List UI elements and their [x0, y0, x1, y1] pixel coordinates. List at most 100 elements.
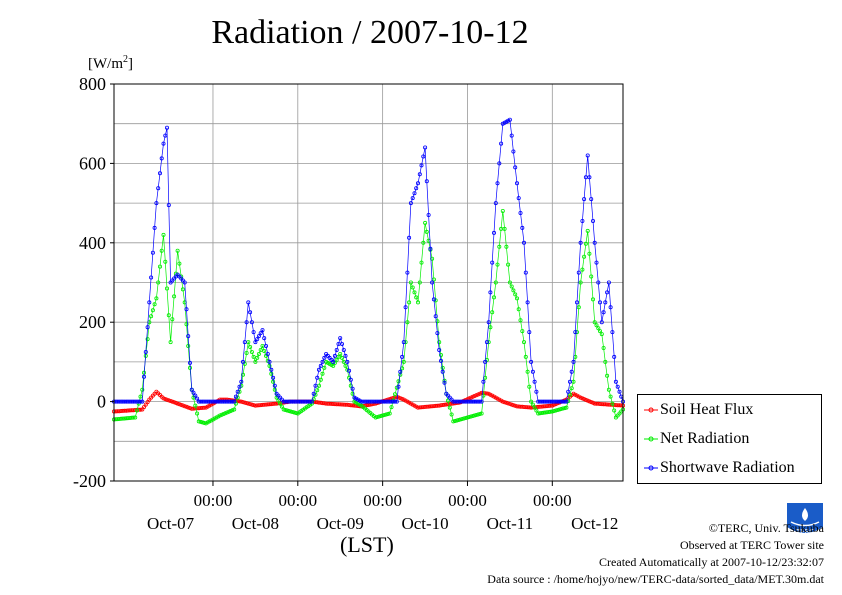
data-point	[131, 408, 136, 413]
data-point	[477, 411, 482, 416]
data-point	[437, 340, 442, 345]
data-point	[239, 379, 244, 384]
data-point	[511, 149, 516, 154]
legend-item-net-radiation: Net Radiation	[638, 428, 821, 450]
data-point	[423, 220, 428, 225]
x-axis-unit: (LST)	[340, 532, 394, 557]
data-point	[196, 419, 201, 424]
legend-item-shortwave-radiation: Shortwave Radiation	[638, 457, 821, 479]
data-point	[596, 326, 601, 331]
data-point	[384, 412, 389, 417]
legend-marker-soil-heat-flux	[644, 407, 658, 413]
data-point	[435, 319, 440, 324]
data-point	[387, 411, 392, 416]
data-point	[507, 401, 512, 406]
data-point	[509, 133, 514, 138]
data-point	[456, 417, 461, 422]
y-axis-unit: [W/m2]	[88, 54, 133, 73]
data-point	[343, 363, 348, 368]
data-point	[157, 264, 162, 269]
data-point	[225, 410, 230, 415]
data-point	[375, 414, 380, 419]
data-point	[493, 280, 498, 285]
data-point	[120, 416, 125, 421]
data-point	[180, 287, 185, 292]
data-point	[182, 280, 187, 285]
data-point	[263, 343, 268, 348]
data-point	[408, 280, 413, 285]
series-layer	[112, 117, 626, 426]
legend-label-soil-heat-flux: Soil Heat Flux	[660, 401, 754, 418]
data-point	[394, 399, 399, 404]
data-point	[398, 369, 403, 374]
data-point	[343, 353, 348, 358]
data-point	[267, 359, 272, 364]
data-point	[322, 355, 327, 360]
data-point	[603, 300, 608, 305]
data-point	[421, 154, 426, 159]
data-point	[369, 402, 374, 407]
data-point	[161, 141, 166, 146]
data-point	[582, 254, 587, 259]
data-point	[373, 415, 378, 420]
data-point	[488, 290, 493, 295]
data-point	[318, 377, 323, 382]
data-point	[396, 395, 401, 400]
data-point	[415, 300, 420, 305]
data-point	[311, 391, 316, 396]
data-point	[244, 320, 249, 325]
data-point	[523, 354, 528, 359]
data-point	[401, 359, 406, 364]
data-point	[262, 336, 267, 341]
data-point	[407, 235, 412, 240]
y-tick-label: 600	[79, 153, 106, 173]
data-point	[502, 226, 507, 231]
data-point	[290, 409, 295, 414]
data-point	[200, 420, 205, 425]
data-point	[145, 337, 150, 342]
data-point	[488, 325, 493, 330]
data-point	[164, 286, 169, 291]
data-point	[248, 402, 253, 407]
data-point	[279, 404, 284, 409]
data-point	[272, 401, 277, 406]
data-point	[131, 415, 136, 420]
data-point	[615, 384, 620, 389]
data-point	[288, 409, 293, 414]
data-point	[534, 408, 539, 413]
data-point	[564, 399, 569, 404]
data-point	[529, 399, 534, 404]
data-point	[258, 331, 263, 336]
data-point	[564, 405, 569, 410]
data-point	[617, 389, 622, 394]
data-point	[435, 403, 440, 408]
data-point	[172, 400, 177, 405]
data-point	[569, 386, 574, 391]
data-point	[585, 228, 590, 233]
data-point	[150, 250, 155, 255]
grid-lines	[114, 83, 623, 482]
x-time-tick-label: 00:00	[533, 491, 572, 510]
data-point	[237, 384, 242, 389]
data-point	[240, 372, 245, 377]
data-point	[592, 240, 597, 245]
data-point	[555, 407, 560, 412]
data-point	[251, 354, 256, 359]
legend-item-soil-heat-flux: Soil Heat Flux	[638, 399, 821, 421]
data-point	[438, 358, 443, 363]
data-point	[412, 290, 417, 295]
data-point	[331, 363, 336, 368]
data-point	[244, 401, 249, 406]
data-point	[585, 153, 590, 158]
data-point	[493, 201, 498, 206]
data-point	[417, 172, 422, 177]
data-point	[589, 274, 594, 279]
data-point	[152, 225, 157, 230]
data-point	[568, 392, 573, 397]
data-point	[348, 403, 353, 408]
data-point	[407, 300, 412, 305]
data-point	[202, 420, 207, 425]
data-point	[516, 307, 521, 312]
data-point	[603, 402, 608, 407]
data-point	[322, 365, 327, 370]
